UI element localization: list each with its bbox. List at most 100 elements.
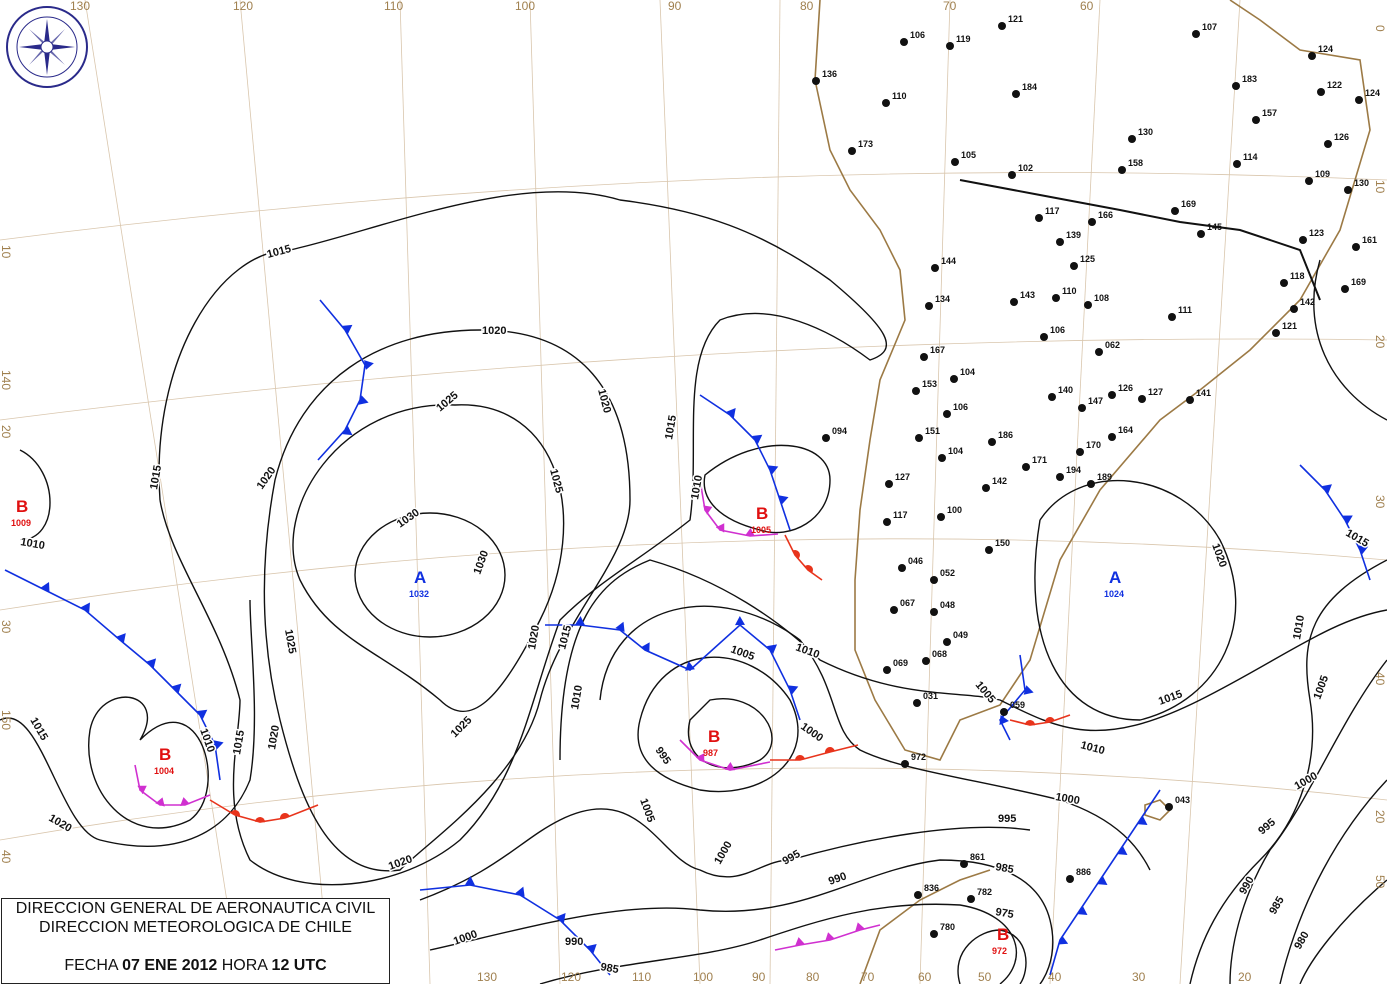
isobar-label: 1030 xyxy=(395,507,422,531)
station-marker xyxy=(914,891,922,899)
station-marker xyxy=(1070,262,1078,270)
station-id: 167 xyxy=(930,345,945,355)
isobar-label: 1000 xyxy=(1293,770,1320,793)
station-marker xyxy=(1084,301,1092,309)
station-id: 119 xyxy=(956,34,971,44)
graticule-label-bottom: 110 xyxy=(632,970,651,984)
center-pressure-value: 972 xyxy=(992,946,1007,956)
legend-org-line: DIRECCION GENERAL DE AERONAUTICA CIVIL xyxy=(15,900,376,917)
occluded-front-west xyxy=(134,764,211,807)
station-id: 141 xyxy=(1196,388,1211,398)
station-marker xyxy=(982,484,990,492)
station-marker xyxy=(915,434,923,442)
center-pressure-value: 1004 xyxy=(154,766,174,776)
station-marker xyxy=(1280,279,1288,287)
station-plots: 121 106 119 136 110 184 144 107 124 183 122 124 173 1… xyxy=(812,14,1380,938)
station-marker xyxy=(1192,30,1200,38)
station-id: 780 xyxy=(940,922,955,932)
isobar-label: 1015 xyxy=(148,464,164,490)
graticule-label-left: 20 xyxy=(0,425,13,439)
time-value: 12 UTC xyxy=(271,957,327,974)
graticule-label-left: 30 xyxy=(0,620,13,634)
cold-front-northeast xyxy=(1299,464,1371,581)
graticule-label-top: 130 xyxy=(70,0,90,13)
station-marker xyxy=(913,699,921,707)
isobar-label: 985 xyxy=(994,861,1014,876)
isobar-label: 1015 xyxy=(1157,688,1184,708)
cold-front-south xyxy=(545,616,801,721)
center-pressure-value: 1009 xyxy=(11,518,31,528)
station-marker xyxy=(998,22,1006,30)
station-id: 108 xyxy=(1094,293,1109,303)
station-id: 106 xyxy=(910,30,925,40)
date-label: FECHA xyxy=(64,957,118,974)
high-pressure-center: A xyxy=(414,568,426,587)
graticule-label-top: 90 xyxy=(668,0,682,13)
isobar-label: 975 xyxy=(994,906,1014,921)
station-marker xyxy=(890,606,898,614)
station-id: 124 xyxy=(1318,44,1333,54)
warm-front-atlantic xyxy=(1009,714,1071,726)
cold-front-bottom xyxy=(419,876,611,976)
graticule-label-bottom: 20 xyxy=(1238,970,1252,984)
station-id: 106 xyxy=(1050,325,1065,335)
isobar-label: 1020 xyxy=(595,388,613,415)
station-marker xyxy=(1066,875,1074,883)
legend-date-line: FECHA 07 ENE 2012 HORA 12 UTC xyxy=(2,956,389,975)
graticule-label-right: 20 xyxy=(1373,335,1387,349)
graticule-label-right: 20 xyxy=(1373,810,1387,824)
station-marker xyxy=(1171,207,1179,215)
isobar-label: 1015 xyxy=(266,243,293,261)
station-id: 164 xyxy=(1118,425,1133,435)
station-id: 150 xyxy=(995,538,1010,548)
station-id: 126 xyxy=(1334,132,1349,142)
isobar-label: 1020 xyxy=(1209,542,1229,569)
graticule-label-bottom: 30 xyxy=(1132,970,1146,984)
station-id: 114 xyxy=(1243,152,1258,162)
station-id: 031 xyxy=(923,691,938,701)
graticule-label-bottom: 70 xyxy=(861,970,875,984)
station-id: 147 xyxy=(1088,396,1103,406)
station-id: 117 xyxy=(1045,206,1060,216)
station-id: 094 xyxy=(832,426,847,436)
station-marker xyxy=(1344,186,1352,194)
station-marker xyxy=(1000,708,1008,716)
graticule-label-left: 140 xyxy=(0,370,13,390)
station-id: 046 xyxy=(908,556,923,566)
isobar-label: 990 xyxy=(1237,875,1257,897)
station-marker xyxy=(1108,391,1116,399)
legend-dept-line: DIRECCION METEOROLOGICA DE CHILE xyxy=(39,919,352,936)
cold-front-atlantic xyxy=(999,654,1034,741)
occluded-front-far-south xyxy=(774,922,881,951)
station-marker xyxy=(1052,294,1060,302)
graticule-label-bottom: 90 xyxy=(752,970,766,984)
station-marker xyxy=(1352,243,1360,251)
station-id: 151 xyxy=(925,426,940,436)
station-id: 107 xyxy=(1202,22,1217,32)
cold-front-west xyxy=(4,569,224,781)
station-id: 100 xyxy=(947,505,962,515)
isobar-label: 1015 xyxy=(1344,527,1371,550)
isobar-label: 1010 xyxy=(1079,739,1106,757)
station-marker xyxy=(898,564,906,572)
station-marker xyxy=(812,77,820,85)
station-id: 153 xyxy=(922,379,937,389)
station-id: 106 xyxy=(953,402,968,412)
isobar-label: 995 xyxy=(653,745,673,767)
isobar-label: 1020 xyxy=(266,724,282,750)
occluded-front-south xyxy=(679,739,771,771)
warm-front-south xyxy=(770,744,859,761)
isobar-label: 995 xyxy=(781,848,803,868)
station-marker xyxy=(930,930,938,938)
station-marker xyxy=(1088,218,1096,226)
station-id: 861 xyxy=(970,852,985,862)
station-marker xyxy=(930,608,938,616)
station-id: 140 xyxy=(1058,385,1073,395)
station-marker xyxy=(1010,298,1018,306)
station-id: 105 xyxy=(961,150,976,160)
isobar-label: 1010 xyxy=(689,474,705,500)
graticule-label-bottom: 120 xyxy=(561,970,581,984)
station-id: 183 xyxy=(1242,74,1257,84)
